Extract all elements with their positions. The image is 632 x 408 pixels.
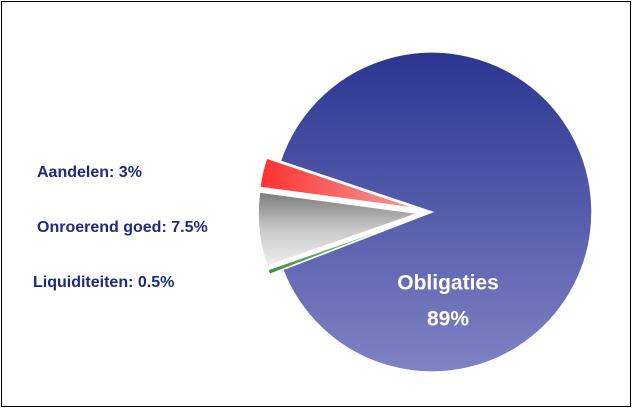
category-label: Liquiditeiten:: [33, 274, 133, 291]
value-label: 0.5%: [138, 274, 174, 291]
value-label: 3%: [119, 164, 142, 181]
slice-label: Liquiditeiten: 0.5%: [33, 274, 174, 291]
category-label: Aandelen:: [37, 164, 114, 181]
pie-slice: [257, 191, 419, 268]
pie: [257, 51, 593, 373]
labels: Aandelen: 3% Onroerend goed: 7.5% Liquidit…: [33, 164, 499, 330]
value-label: 89%: [427, 308, 469, 331]
slice-label: Aandelen: 3%: [37, 164, 142, 181]
pie-slice: [279, 51, 593, 373]
slice-label: Onroerend goed: 7.5%: [37, 219, 208, 236]
category-label: Onroerend goed:: [37, 219, 167, 236]
category-label: Obligaties: [397, 272, 499, 295]
value-label: 7.5%: [171, 219, 207, 236]
pie-slice: [258, 157, 419, 210]
